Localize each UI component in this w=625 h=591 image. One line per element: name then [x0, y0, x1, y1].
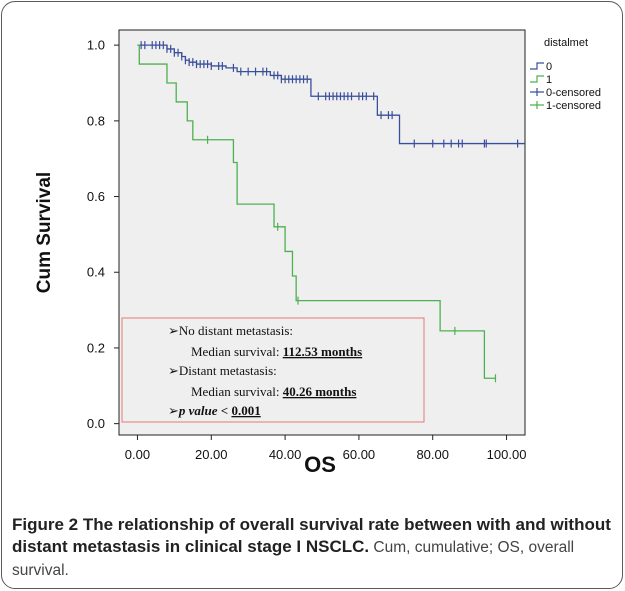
- annotation-line: ➢p value < 0.001: [168, 403, 261, 418]
- x-tick-label: 0.00: [125, 447, 150, 462]
- x-tick-label: 60.00: [343, 447, 376, 462]
- y-tick-label: 0.0: [87, 416, 105, 431]
- figure-title: The relationship of overall survival rat…: [12, 515, 611, 556]
- legend-swatch-0: [530, 62, 544, 70]
- survival-chart: 0.0 0.2 0.4 0.6 0.8 1.0 0.00 20.00 40.00 60.00 80.…: [34, 29, 601, 477]
- x-axis-title: OS: [304, 452, 336, 477]
- annotation-text: Median survival:: [191, 344, 283, 359]
- y-tick-label: 1.0: [87, 38, 105, 53]
- figure-caption: Figure 2 The relationship of overall sur…: [12, 514, 616, 582]
- y-tick-label: 0.2: [87, 340, 105, 355]
- annotation-line: ➢Distant metastasis:: [168, 363, 277, 378]
- survival-line-1: [137, 44, 496, 379]
- legend-label-1-censored: 1-censored: [546, 100, 601, 112]
- legend-title: distalmet: [544, 37, 588, 49]
- figure-note: Cum, cumulative; OS, overall survival.: [12, 539, 575, 579]
- series-1: [137, 44, 497, 383]
- annotation-line: ➢No distant metastasis:: [168, 323, 293, 338]
- plot-area: [118, 29, 526, 436]
- annotation-line: Median survival: 40.26 months: [191, 384, 356, 399]
- figure-label: Figure 2: [12, 515, 79, 534]
- legend-label-0: 0: [546, 61, 552, 73]
- annotation-value: 0.001: [231, 403, 260, 418]
- annotation-value: 112.53 months: [283, 344, 362, 359]
- legend-label-0-censored: 0-censored: [546, 87, 601, 99]
- x-tick-label: 80.00: [416, 447, 449, 462]
- annotation-box: [121, 317, 425, 423]
- series-0: [137, 41, 525, 148]
- annotation-text: Distant metastasis:: [179, 363, 277, 378]
- annotation-line: Median survival: 112.53 months: [191, 344, 362, 359]
- annotation-value: 40.26 months: [283, 384, 357, 399]
- annotation-text: Median survival:: [191, 384, 283, 399]
- annotation-text: No distant metastasis:: [179, 323, 293, 338]
- x-tick-label: 100.00: [487, 447, 527, 462]
- annotation-bullet: ➢: [168, 323, 179, 338]
- legend-label-1: 1: [546, 74, 552, 86]
- annotation-text: p value <: [178, 403, 232, 418]
- annotation-bullet: ➢: [168, 403, 179, 418]
- y-tick-label: 0.4: [87, 265, 105, 280]
- annotation-bullet: ➢: [168, 363, 179, 378]
- y-tick-label: 0.8: [87, 113, 105, 128]
- legend-swatch-1: [530, 75, 544, 83]
- y-tick-label: 0.6: [87, 189, 105, 204]
- x-tick-label: 40.00: [269, 447, 302, 462]
- y-axis-title: Cum Survival: [34, 172, 55, 293]
- x-tick-label: 20.00: [195, 447, 228, 462]
